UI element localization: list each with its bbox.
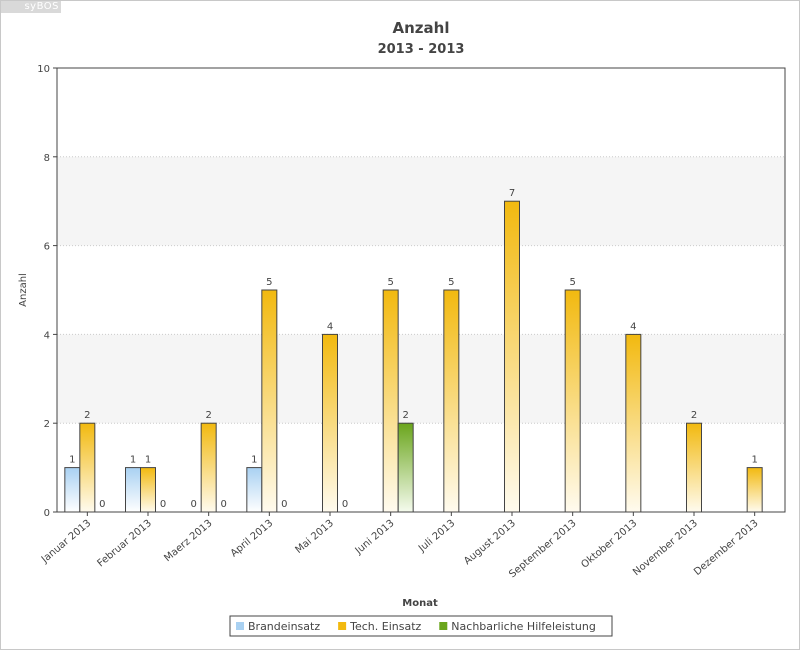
x-tick-label: Maerz 2013 (162, 518, 214, 564)
x-tick-label: Oktober 2013 (579, 518, 639, 571)
bar-nachbarliche-hilfeleistung (397, 422, 414, 513)
legend-swatch (338, 622, 347, 630)
legend-entry: Tech. Einsatz (349, 620, 421, 633)
grid-band (57, 334, 785, 424)
data-label: 5 (448, 277, 454, 288)
y-tick-label: 6 (44, 242, 50, 253)
chart-subtitle: 2013 - 2013 (378, 42, 465, 57)
legend-entry: Brandeinsatz (248, 620, 320, 633)
bar-brandeinsatz (64, 467, 81, 513)
x-tick-label: Mai 2013 (293, 518, 335, 556)
data-label: 1 (751, 455, 757, 466)
legend-swatch (439, 622, 448, 630)
x-tick-label: August 2013 (462, 518, 518, 567)
bar-tech-einsatz (746, 467, 763, 513)
bar-tech-einsatz (382, 289, 399, 513)
y-tick-label: 2 (44, 419, 50, 430)
bar-tech-einsatz (504, 200, 520, 513)
bar-tech-einsatz (140, 467, 156, 513)
data-label: 5 (569, 277, 575, 288)
data-label: 0 (99, 499, 105, 510)
bar-tech-einsatz (200, 422, 217, 513)
bar-brandeinsatz (246, 467, 263, 513)
y-tick-label: 8 (44, 153, 50, 164)
x-tick-label: September 2013 (507, 518, 578, 580)
data-label: 1 (69, 455, 75, 466)
y-tick-label: 10 (37, 64, 50, 75)
bar-tech-einsatz (625, 333, 642, 513)
legend-box (229, 615, 613, 637)
bar-tech-einsatz (79, 422, 96, 513)
data-label: 0 (190, 499, 196, 510)
brand-logo: syBOS (1, 1, 61, 13)
x-tick-label: Juli 2013 (416, 518, 457, 555)
x-tick-label: Januar 2013 (39, 518, 93, 566)
x-tick-label: November 2013 (631, 518, 700, 578)
y-tick-label: 4 (44, 330, 50, 341)
x-tick-label: Februar 2013 (96, 518, 154, 570)
legend-swatch (236, 622, 244, 630)
data-label: 2 (402, 410, 408, 421)
x-axis-label: Monat (402, 598, 438, 609)
bar-tech-einsatz (443, 289, 460, 513)
grid-band (57, 156, 785, 246)
data-label: 0 (220, 499, 226, 510)
chart-title: Anzahl (393, 19, 450, 37)
data-label: 4 (327, 321, 333, 332)
data-label: 2 (205, 410, 211, 421)
plot-area (56, 67, 786, 513)
y-tick-label: 0 (44, 508, 50, 519)
data-label: 5 (266, 277, 272, 288)
y-axis-label: Anzahl (18, 273, 29, 307)
legend-entry: Nachbarliche Hilfeleistung (451, 620, 596, 633)
bar-tech-einsatz (261, 289, 278, 513)
data-label: 0 (281, 499, 287, 510)
data-label: 2 (84, 410, 90, 421)
data-label: 0 (342, 499, 348, 510)
legend: Brandeinsatz Tech. Einsatz Nachbarliche Hi… (229, 615, 613, 637)
bar-brandeinsatz (125, 467, 141, 513)
bar-tech-einsatz (322, 333, 338, 513)
bar-tech-einsatz (564, 289, 581, 513)
data-label: 7 (509, 188, 515, 199)
data-label: 1 (130, 455, 136, 466)
data-label: 1 (251, 455, 257, 466)
data-label: 5 (387, 277, 393, 288)
data-label: 2 (691, 410, 697, 421)
x-tick-label: Juni 2013 (353, 518, 397, 557)
data-label: 1 (145, 455, 151, 466)
bar-tech-einsatz (686, 422, 702, 513)
data-label: 0 (160, 499, 166, 510)
x-tick-label: Dezember 2013 (692, 518, 761, 578)
data-label: 4 (630, 321, 636, 332)
x-tick-label: April 2013 (229, 518, 276, 560)
